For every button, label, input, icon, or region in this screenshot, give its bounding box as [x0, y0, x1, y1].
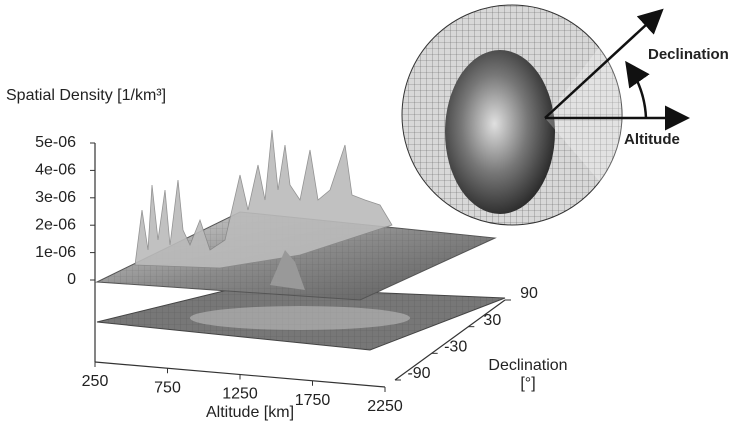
figure: Declination Altitude Spatial Density [1/…	[0, 0, 733, 426]
x-tick-label: 750	[154, 379, 181, 396]
annotation: Declination	[648, 46, 729, 63]
z-tick-label: 0	[67, 271, 76, 288]
angle-arc	[628, 65, 646, 118]
z-tick-label: 4e-06	[35, 162, 76, 179]
y-tick-label: 90	[520, 285, 538, 302]
y-tick-label: -90	[407, 365, 430, 382]
annotation: Altitude	[624, 131, 680, 148]
projection-highlight	[190, 306, 410, 330]
x-tick-label: 250	[82, 373, 109, 390]
z-tick-label: 1e-06	[35, 244, 76, 261]
x-axis-title: Altitude [km]	[206, 404, 294, 421]
y-tick-label: 30	[483, 312, 501, 329]
earth	[445, 50, 555, 214]
globe-inset: Declination Altitude	[402, 5, 729, 225]
y-axis-unit: [°]	[520, 375, 535, 392]
y-axis-title: Declination	[488, 357, 567, 374]
y-tick-label: -30	[444, 339, 467, 356]
z-tick-label: 2e-06	[35, 216, 76, 233]
z-axis-title: Spatial Density [1/km³]	[6, 87, 166, 104]
x-tick-label: 1250	[222, 386, 258, 403]
x-tick-label: 2250	[367, 398, 403, 415]
z-tick-label: 5e-06	[35, 134, 76, 151]
z-tick-label: 3e-06	[35, 189, 76, 206]
x-tick-label: 1750	[295, 392, 331, 409]
